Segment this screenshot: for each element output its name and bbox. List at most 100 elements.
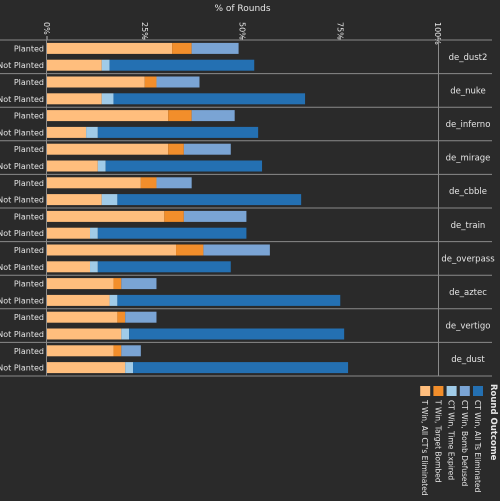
legend-label: CT Win, All Ts Eliminated [473, 400, 482, 493]
bar-segment [172, 42, 192, 54]
bar-segment [97, 160, 106, 172]
bar-segment [97, 261, 231, 273]
bar-segment [47, 311, 118, 323]
row-label: Not Planted [0, 61, 44, 70]
x-tick-label: 25% [140, 22, 149, 40]
bar-segment [117, 194, 302, 206]
legend-label: CT Win, Time Expired [447, 400, 456, 480]
bar-segment [109, 294, 118, 306]
row-label: Not Planted [0, 296, 44, 305]
bar-segment [97, 227, 247, 239]
x-tick-label: 50% [238, 22, 247, 40]
bar-segment [47, 210, 165, 222]
row-label: Not Planted [0, 95, 44, 104]
row-label: Planted [14, 280, 44, 289]
bar-segment [176, 244, 204, 256]
row-label: Planted [14, 347, 44, 356]
map-label: de_mirage [446, 154, 491, 164]
map-label: de_overpass [441, 254, 495, 264]
bar-segment [140, 177, 157, 189]
map-label: de_dust [451, 355, 485, 365]
row-label: Not Planted [0, 330, 44, 339]
legend-label: T Win, All CT's Eliminated [420, 399, 429, 496]
x-tick-label: 75% [335, 22, 344, 40]
bar-segment [47, 177, 141, 189]
row-label: Planted [14, 78, 44, 87]
bar-segment [47, 345, 114, 357]
bar-segment [168, 110, 192, 122]
row-label: Planted [14, 145, 44, 154]
map-label: de_train [451, 221, 486, 231]
map-label: de_nuke [450, 86, 486, 96]
bar-segment [47, 261, 91, 273]
bar-segment [113, 345, 122, 357]
bar-segment [117, 311, 126, 323]
bar-segment [183, 210, 247, 222]
legend-swatch [473, 386, 483, 396]
legend-swatch [446, 386, 457, 396]
bar-segment [105, 160, 263, 172]
bar-segment [191, 42, 239, 54]
row-label: Not Planted [0, 229, 44, 238]
bar-segment [144, 76, 157, 88]
bar-segment [183, 143, 231, 155]
legend-swatch [433, 386, 444, 396]
bar-segment [47, 328, 122, 340]
bar-segment [156, 76, 200, 88]
bar-segment [47, 110, 169, 122]
row-label: Planted [14, 246, 44, 255]
bar-segment [117, 294, 341, 306]
bar-segment [97, 126, 259, 138]
bar-segment [47, 244, 177, 256]
bar-segment [203, 244, 270, 256]
bar-segment [113, 93, 306, 105]
bar-segment [47, 143, 169, 155]
bar-segment [47, 126, 87, 138]
legend-swatch [420, 386, 431, 396]
map-label: de_cbble [449, 187, 487, 197]
bar-segment [121, 345, 141, 357]
bar-segment [47, 194, 102, 206]
legend-title: Round Outcome [488, 384, 498, 461]
row-label: Not Planted [0, 263, 44, 272]
bar-segment [125, 311, 157, 323]
bar-segment [191, 110, 235, 122]
row-label: Planted [14, 44, 44, 53]
bar-segment [47, 227, 91, 239]
map-label: de_aztec [449, 288, 487, 298]
bar-segment [47, 362, 126, 374]
bar-segment [113, 278, 122, 290]
bar-segment [121, 328, 130, 340]
bar-segment [109, 59, 255, 71]
bar-segment [90, 227, 98, 239]
x-tick-label: 0% [42, 22, 51, 35]
bar-segment [121, 278, 157, 290]
bar-segment [129, 328, 345, 340]
bar-segment [164, 210, 184, 222]
legend-swatch [459, 386, 470, 396]
row-label: Planted [14, 212, 44, 221]
bar-segment [47, 278, 114, 290]
x-axis-title: % of Rounds [214, 4, 270, 14]
bar-segment [133, 362, 349, 374]
row-label: Planted [14, 313, 44, 322]
row-label: Not Planted [0, 128, 44, 137]
bar-segment [156, 177, 192, 189]
bar-segment [168, 143, 184, 155]
bar-segment [101, 194, 118, 206]
row-label: Not Planted [0, 162, 44, 171]
bar-segment [47, 93, 102, 105]
bar-segment [47, 59, 102, 71]
row-label: Planted [14, 179, 44, 188]
legend-label: CT Win, Bomb Defused [460, 400, 469, 487]
row-label: Not Planted [0, 196, 44, 205]
row-label: Planted [14, 112, 44, 121]
bar-segment [90, 261, 98, 273]
row-label: Not Planted [0, 364, 44, 373]
x-tick-label: 100% [433, 22, 442, 45]
map-label: de_vertigo [446, 322, 491, 332]
bar-segment [101, 59, 110, 71]
bar-segment [47, 76, 145, 88]
